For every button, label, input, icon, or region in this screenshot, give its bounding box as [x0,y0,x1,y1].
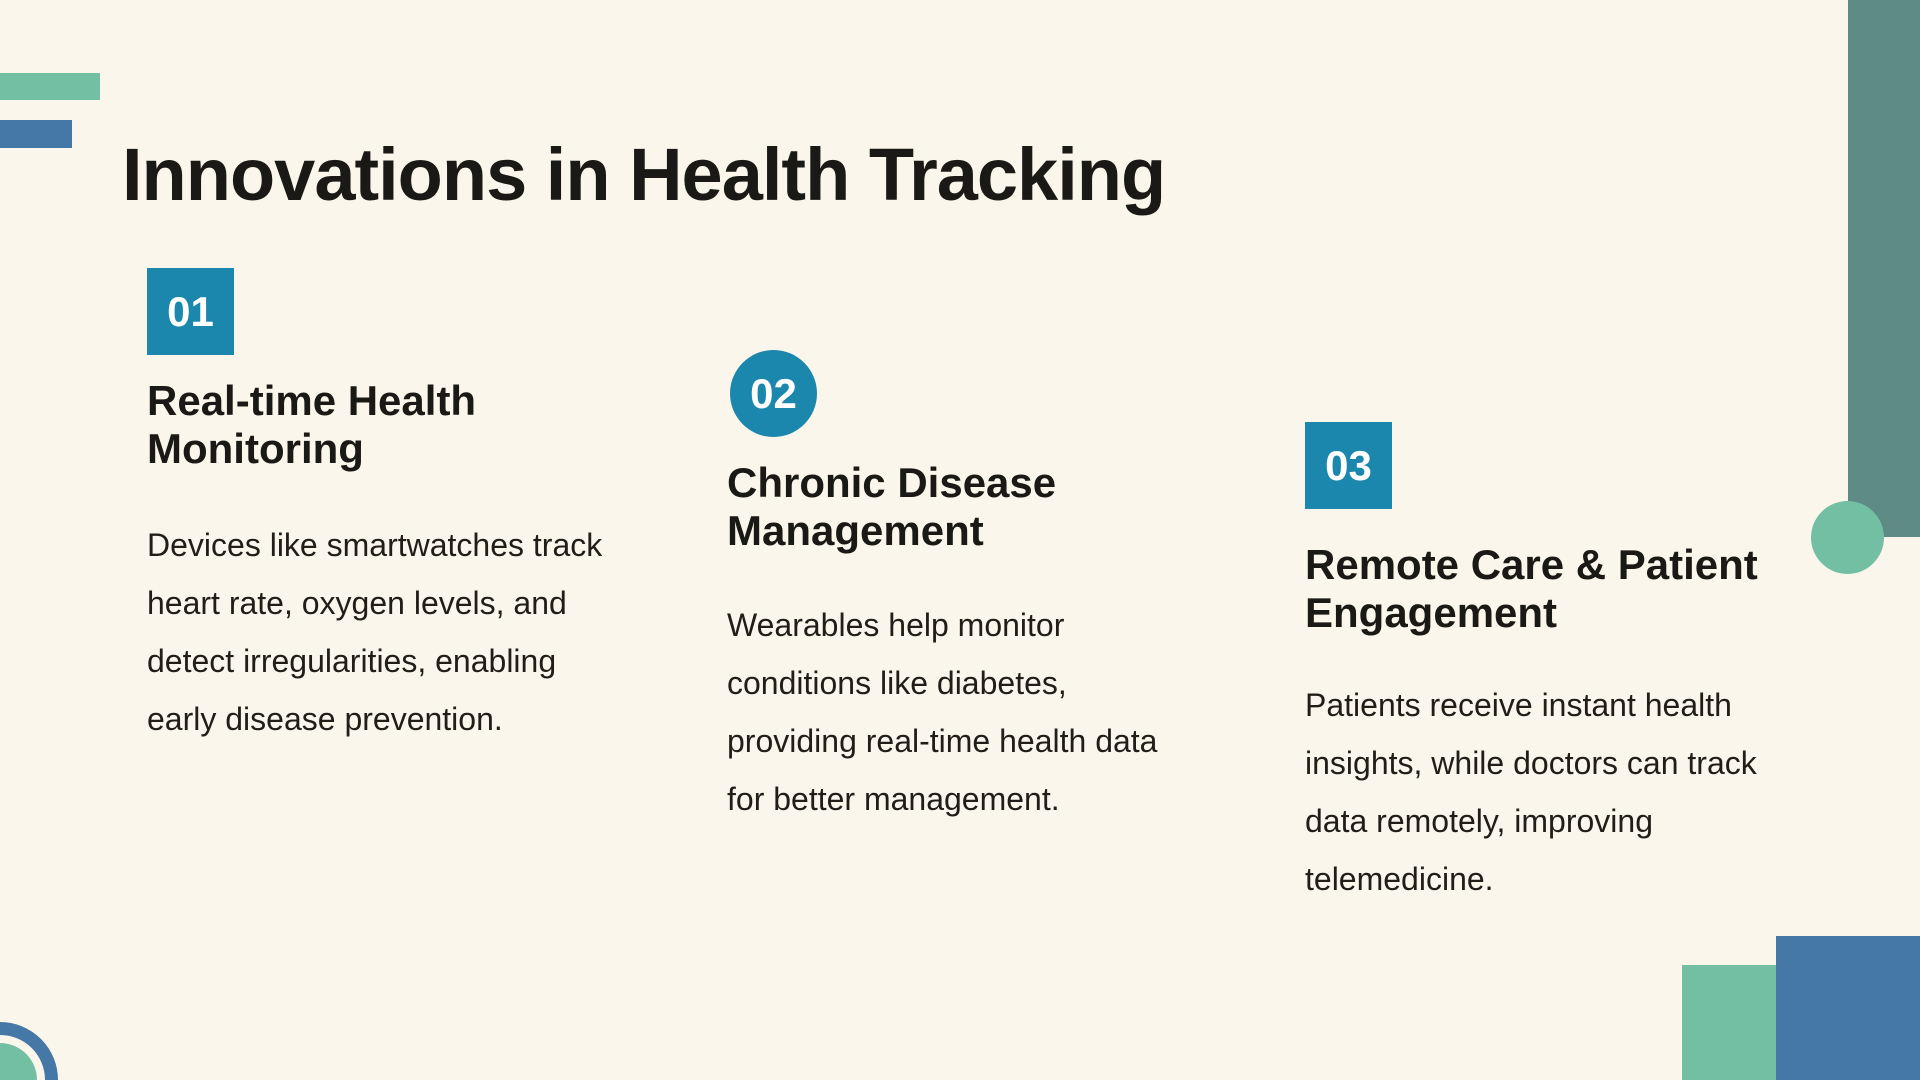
column-1-body-text: Devices like smartwatches track heart ra… [147,527,603,737]
column-2-heading: Chronic Disease Management [727,459,1057,554]
step-badge-03: 03 [1305,422,1392,509]
right-edge-sage-bar-decoration [1848,0,1920,537]
column-2-body-text: Wearables help monitor conditions like d… [727,607,1158,817]
top-left-green-bar-decoration [0,73,100,100]
column-3-body-text: Patients receive instant health insights… [1305,687,1757,897]
top-left-blue-bar-decoration [0,120,72,148]
step-badge-01: 01 [147,268,234,355]
column-1-heading: Real-time Health Monitoring [147,377,477,472]
page-title: Innovations in Health Tracking [122,132,1166,216]
right-green-circle-decoration [1811,501,1884,574]
column-3-heading: Remote Care & Patient Engagement [1305,541,1758,636]
step-badge-02: 02 [730,350,817,437]
bottom-right-blue-square-decoration [1776,936,1920,1080]
